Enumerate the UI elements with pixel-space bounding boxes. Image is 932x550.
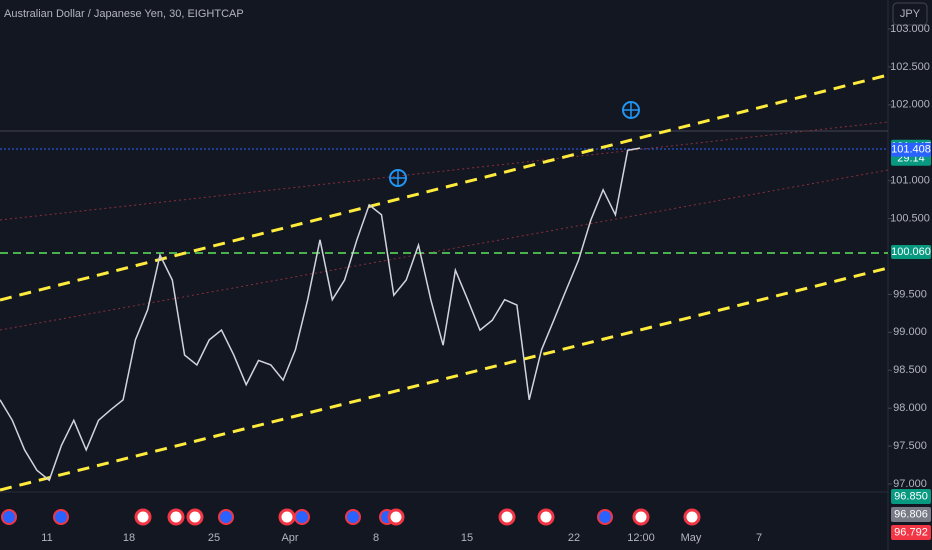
x-tick-label: 12:00 (627, 532, 655, 544)
y-tick-label: 98.000 (893, 402, 927, 414)
x-tick-label: 11 (41, 532, 52, 544)
x-tick-label: 8 (373, 532, 379, 544)
x-tick-label: 18 (123, 532, 135, 544)
badge-bg (891, 507, 931, 522)
currency-button[interactable] (892, 2, 928, 26)
currency-label: JPY (900, 8, 921, 20)
y-tick-label: 102.000 (890, 99, 930, 111)
badge-bg (891, 142, 931, 157)
badge-label: 101.408 (891, 144, 931, 156)
badge-label: 96.806 (894, 508, 928, 520)
x-tick-label: Apr (281, 532, 298, 544)
price-badge: 96.850 (891, 489, 931, 504)
badge-label: 96.850 (894, 490, 928, 502)
channel-line (0, 266, 889, 492)
badge-bg (891, 489, 931, 504)
price-badge: 100.060 (891, 244, 931, 259)
badge-bg (891, 244, 931, 259)
badge-bg (891, 525, 931, 540)
x-tick-label: 22 (568, 532, 580, 544)
x-tick-label: May (681, 532, 702, 544)
y-tick-label: 102.500 (890, 61, 930, 73)
price-line (0, 147, 641, 482)
badge-label: 96.792 (894, 526, 928, 538)
y-tick-label: 103.000 (890, 23, 930, 35)
chart-title: Australian Dollar / Japanese Yen, 30, EI… (4, 8, 244, 20)
y-tick-label: 99.500 (893, 288, 927, 300)
badge-label: 100.060 (891, 246, 931, 258)
price-badge: 101.408 (891, 142, 931, 157)
crosshair-icon[interactable] (622, 101, 640, 119)
x-tick-label: 15 (461, 532, 473, 544)
x-tick-label: 25 (208, 532, 220, 544)
price-badge: 96.792 (891, 525, 931, 540)
trend-line (0, 121, 889, 221)
price-badge: 96.806 (891, 507, 931, 522)
channel-line (0, 73, 889, 302)
y-tick-label: 101.000 (890, 175, 930, 187)
trend-line (0, 169, 889, 331)
events (1, 508, 701, 526)
y-tick-label: 99.000 (893, 326, 927, 338)
y-tick-label: 97.500 (893, 440, 927, 452)
y-tick-label: 98.500 (893, 364, 927, 376)
y-tick-label: 100.500 (890, 212, 930, 224)
crosshair-icon[interactable] (389, 169, 407, 187)
y-tick-label: 97.000 (893, 478, 927, 490)
x-tick-label: 7 (756, 532, 762, 544)
